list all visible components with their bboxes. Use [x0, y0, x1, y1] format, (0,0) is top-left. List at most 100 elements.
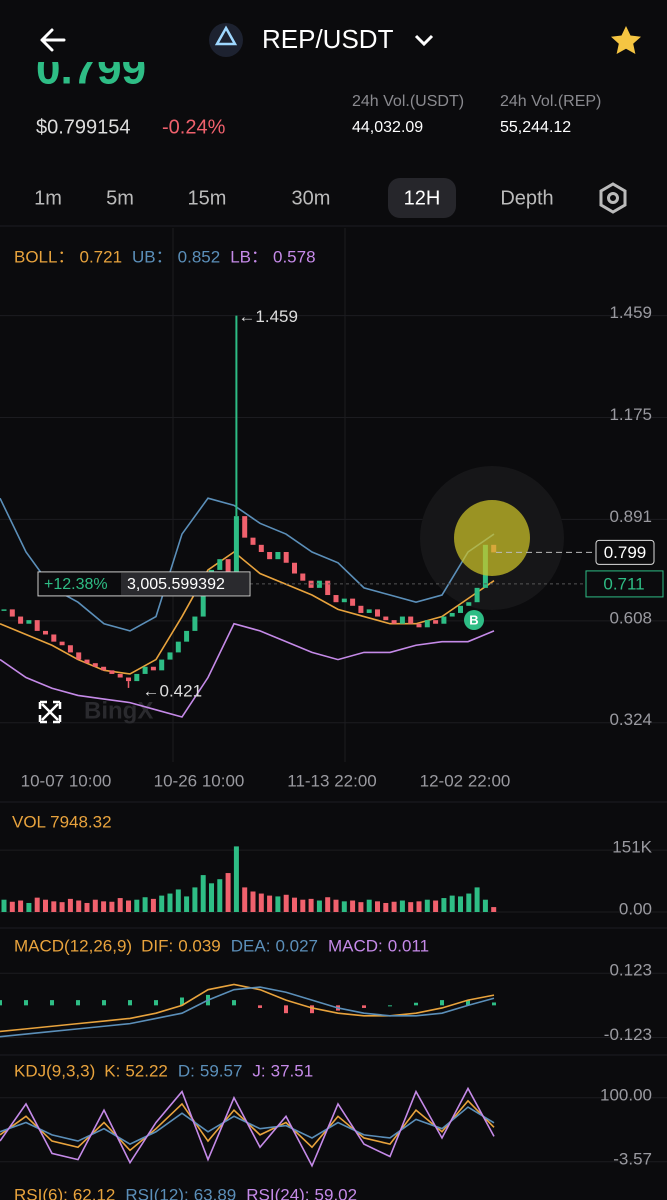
volume-bar: [34, 897, 40, 912]
max-arrow: ←: [238, 307, 255, 326]
candle: [242, 516, 248, 538]
candle: [51, 634, 57, 642]
candle: [67, 645, 73, 653]
price-change: -0.24%: [162, 116, 226, 138]
candle: [184, 630, 190, 642]
candle: [424, 620, 430, 628]
y-tick-label: 0.891: [609, 507, 652, 526]
candle: [466, 602, 472, 606]
candle: [34, 620, 40, 631]
y-tick-label: 1.175: [609, 405, 652, 424]
volume-bar: [267, 895, 273, 912]
candle: [117, 673, 123, 678]
volume-bar: [233, 846, 239, 912]
volume-bar: [399, 900, 405, 912]
pair-title[interactable]: REP/USDT: [262, 24, 394, 54]
volume-bar: [391, 901, 397, 912]
indicator-label: RSI(12):: [125, 1185, 188, 1200]
volume-bar: [92, 899, 98, 912]
volume-bar: [225, 873, 231, 912]
max-label: 1.459: [255, 307, 298, 326]
stat-label: 24h Vol.(REP): [500, 93, 601, 110]
candle: [217, 559, 223, 570]
candle: [1, 609, 7, 611]
macd-bar: [128, 1000, 132, 1006]
candle: [391, 620, 397, 624]
candle: [375, 609, 380, 617]
candle: [192, 616, 198, 631]
back-button[interactable]: [40, 28, 66, 52]
candle: [350, 598, 356, 606]
candle: [92, 663, 98, 667]
volume-bar: [209, 883, 214, 912]
candle: [84, 659, 90, 664]
stat-label: 24h Vol.(USDT): [352, 93, 464, 110]
candle: [258, 544, 264, 552]
volume-bar: [9, 901, 15, 912]
candle: [150, 666, 156, 671]
volume-bar: [458, 896, 463, 912]
indicator-value: 0.011: [388, 936, 429, 955]
candle: [225, 559, 231, 581]
stat-value: 55,244.12: [500, 119, 571, 136]
volume-bar: [292, 897, 297, 912]
indicator-label: J:: [252, 1061, 265, 1080]
volume-bar: [167, 893, 173, 912]
min-label: 0.421: [160, 681, 203, 700]
interval-tab[interactable]: 1m: [34, 187, 62, 209]
coin-logo: [214, 25, 238, 46]
volume-bar: [325, 897, 331, 912]
volume-bar: [375, 901, 380, 912]
interval-tab[interactable]: 30m: [292, 187, 331, 209]
interval-tab[interactable]: 5m: [106, 187, 134, 209]
interval-tab[interactable]: 15m: [188, 187, 227, 209]
volume-bar: [383, 902, 389, 912]
indicator-label: MACD(12,26,9): [14, 936, 132, 955]
settings-button[interactable]: [599, 182, 627, 214]
volume-bar: [175, 889, 181, 912]
volume-bar: [433, 900, 439, 912]
volume-bar: [192, 887, 198, 912]
indicator-line: [0, 622, 495, 718]
indicator-label: K:: [104, 1061, 120, 1080]
candle: [358, 605, 364, 613]
y-tick-label: -0.123: [604, 1025, 652, 1044]
y-tick-label: 100.00: [600, 1085, 652, 1104]
macd-bar: [154, 1000, 158, 1006]
indicator-label: D:: [178, 1061, 195, 1080]
volume-bar: [84, 902, 90, 912]
y-tick-label: 0.608: [609, 608, 652, 627]
macd-bar: [76, 1000, 80, 1006]
macd-bar: [388, 1005, 392, 1007]
macd-bar: [258, 1005, 262, 1008]
volume-label: VOL 7948.32: [12, 812, 112, 831]
candle: [9, 609, 15, 617]
volume-bar: [51, 901, 57, 912]
candle: [175, 641, 181, 653]
interval-tab[interactable]: Depth: [500, 187, 553, 209]
volume-bar: [333, 899, 339, 912]
volume-bar: [474, 887, 480, 912]
candle: [200, 595, 206, 617]
volume-bar: [184, 896, 190, 912]
last-price-value: 0.799: [604, 543, 647, 562]
volume-bar: [18, 900, 24, 912]
indicator-label: LB：: [230, 247, 268, 266]
pair-dropdown[interactable]: [414, 34, 434, 47]
candle: [333, 595, 339, 603]
buy-marker: [464, 610, 484, 630]
favorite-star[interactable]: [611, 26, 641, 54]
measure-value: 3,005.599392: [127, 576, 225, 593]
volume-bar: [482, 899, 488, 912]
candle: [26, 620, 32, 624]
last-price: $0.799154: [36, 116, 131, 138]
coin-icon: [209, 23, 243, 57]
candle: [18, 616, 24, 624]
indicator-value: 59.02: [315, 1185, 358, 1200]
y-tick-label: 1.459: [609, 303, 652, 322]
fullscreen-icon[interactable]: [38, 700, 62, 724]
header-bar: [0, 0, 667, 62]
candle: [283, 552, 289, 563]
volume-bar: [350, 900, 356, 912]
interval-tab[interactable]: 12H: [404, 187, 441, 209]
